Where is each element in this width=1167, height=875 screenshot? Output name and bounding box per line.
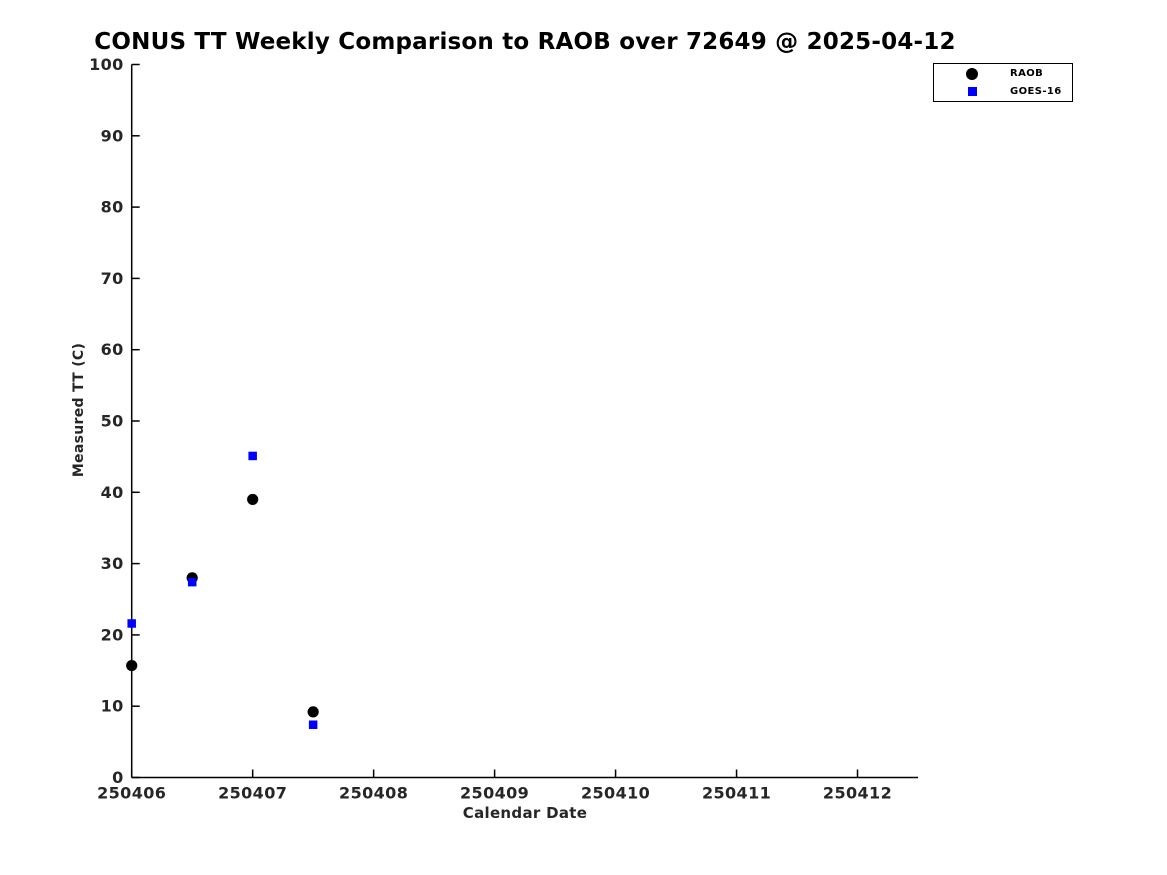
chart-title: CONUS TT Weekly Comparison to RAOB over … [94,29,956,55]
y-tick-label: 0 [112,768,124,787]
y-tick-label: 10 [101,697,124,716]
y-axis-label: Measured TT (C) [71,342,87,478]
y-tick-label: 40 [101,483,124,502]
data-point-raob [307,706,319,718]
data-point-raob [126,659,138,672]
legend-box: RAOB GOES-16 [933,63,1073,102]
legend-label-goes-16: GOES-16 [1010,85,1062,97]
data-point-goes-16 [308,720,318,729]
data-point-goes-16 [127,619,136,628]
y-tick-label: 50 [101,412,124,431]
raob-circle-marker-icon [966,67,978,80]
y-tick-label: 70 [101,269,124,288]
x-axis-label: Calendar Date [462,804,588,822]
data-point-goes-16 [187,577,197,587]
data-point-goes-16 [248,451,257,461]
y-tick-label: 20 [101,625,124,644]
legend-item-raob: RAOB [934,66,1072,82]
x-tick-label: 250411 [702,784,771,803]
legend-item-goes-16: GOES-16 [934,83,1072,99]
y-tick-label: 80 [101,198,124,217]
y-tick-label: 60 [101,340,124,359]
data-point-raob [247,493,259,506]
x-tick-label: 250412 [823,784,892,803]
legend-label-raob: RAOB [1010,68,1044,80]
x-tick-label: 250408 [339,784,408,803]
y-tick-label: 90 [101,126,124,145]
x-tick-label: 250409 [460,784,529,803]
x-tick-label: 250406 [97,784,166,803]
x-tick-label: 250410 [581,784,650,803]
y-tick-label: 30 [101,554,124,573]
y-tick-label: 100 [89,55,124,74]
goes-16-square-marker-icon [967,86,977,96]
x-tick-label: 250407 [218,784,287,803]
